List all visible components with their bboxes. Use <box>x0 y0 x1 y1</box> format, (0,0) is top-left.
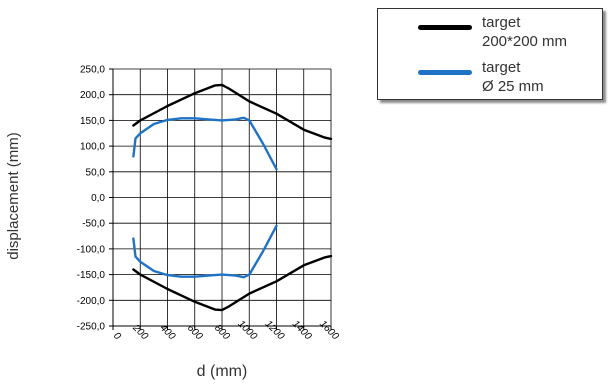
legend-entry: target 200*200 mm <box>378 11 602 55</box>
y-tick-label: 150,0 <box>80 116 105 127</box>
legend-label: target 200*200 mm <box>482 14 568 50</box>
y-tick-label: -100,0 <box>77 244 106 255</box>
gridlines <box>112 68 332 327</box>
y-axis-label: displacement (mm) <box>5 132 22 260</box>
y-tick-label: 250,0 <box>80 65 105 76</box>
series-line-2-lower <box>132 224 278 279</box>
series-group <box>132 83 333 312</box>
legend: target 200*200 mm target Ø 25 mm <box>377 8 603 100</box>
legend-entry: target Ø 25 mm <box>378 56 602 100</box>
x-tick-label: 0 <box>111 330 123 342</box>
axes <box>109 68 332 330</box>
y-tick-label: 50,0 <box>86 167 106 178</box>
x-tick-label: 1200 <box>263 319 287 343</box>
legend-swatch <box>418 25 472 30</box>
x-tick-label: 1600 <box>317 319 341 343</box>
y-tick-label: 100,0 <box>80 142 105 153</box>
legend-swatch <box>418 70 472 75</box>
x-tick-label: 1400 <box>290 319 314 343</box>
series-line-2-upper <box>132 116 278 171</box>
y-tick-label: -250,0 <box>77 322 106 333</box>
y-tick-label: -200,0 <box>77 296 106 307</box>
y-tick-label: 200,0 <box>80 90 105 101</box>
series-line-1-upper <box>132 83 333 141</box>
x-tick-label: 200 <box>130 322 151 343</box>
y-tick-label: -150,0 <box>77 270 106 281</box>
x-axis-label: d (mm) <box>197 363 248 380</box>
tick-labels: 250,0 200,0 150,0 100,0 50,0 0,0 -50,0 -100,0 -1… <box>77 65 341 343</box>
y-tick-label: -50,0 <box>82 219 105 230</box>
series-line-1-lower <box>132 254 333 312</box>
legend-label: target Ø 25 mm <box>482 59 544 95</box>
y-tick-label: 0,0 <box>91 193 105 204</box>
x-tick-label: 1000 <box>235 319 259 343</box>
